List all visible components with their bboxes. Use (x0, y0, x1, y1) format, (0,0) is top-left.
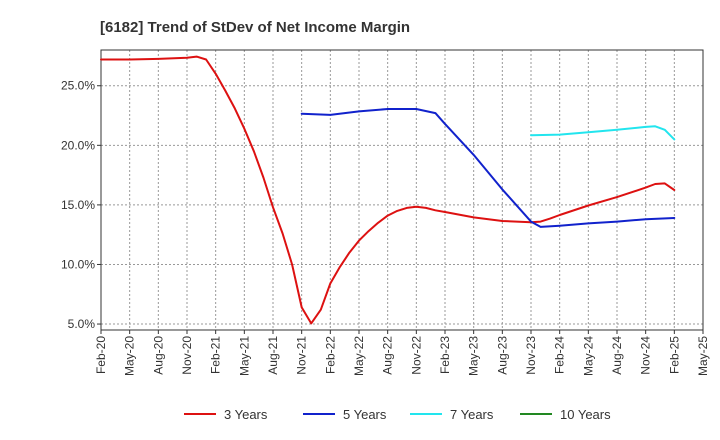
grid (100, 50, 704, 330)
x-tick-label: Nov-24 (639, 336, 653, 375)
series-line-1 (100, 55, 676, 325)
y-tick-label: 15.0% (61, 198, 95, 212)
axes: 5.0% 10.0% 15.0% 20.0% 25.0% Feb-20 May-20 Aug-… (61, 49, 710, 376)
y-tick-label: 5.0% (68, 317, 96, 331)
plot-frame (100, 49, 704, 331)
x-tick-label: Aug-24 (610, 336, 624, 375)
x-tick-label: Nov-20 (180, 336, 194, 375)
x-tick-label: Feb-25 (667, 336, 681, 374)
x-tick-label: May-20 (123, 336, 137, 376)
x-tick-label: Aug-23 (495, 336, 509, 375)
x-tick-label: Nov-22 (409, 336, 423, 375)
chart-title: [6182] Trend of StDev of Net Income Marg… (100, 19, 410, 36)
x-tick-label: Nov-21 (295, 336, 309, 375)
series-line-2 (300, 108, 676, 228)
x-tick-label: May-25 (696, 336, 710, 376)
x-tick-label: Feb-24 (553, 336, 567, 374)
x-tick-label: Aug-21 (266, 336, 280, 375)
legend-label-4: 10 Years (560, 407, 611, 422)
x-tick-label: Feb-21 (209, 336, 223, 374)
y-tick-label: 20.0% (61, 138, 95, 152)
y-tick-label: 10.0% (61, 257, 95, 271)
legend-label-2: 5 Years (343, 407, 387, 422)
x-tick-label: May-24 (581, 336, 595, 376)
series-lines (100, 55, 676, 325)
x-tick-label: Aug-20 (151, 336, 165, 375)
x-tick-label: Aug-22 (381, 336, 395, 375)
x-tick-label: Feb-20 (94, 336, 108, 374)
x-tick-label: Feb-23 (438, 336, 452, 374)
legend-label-1: 3 Years (224, 407, 268, 422)
x-tick-label: Nov-23 (524, 336, 538, 375)
x-tick-label: Feb-22 (323, 336, 337, 374)
x-tick-label: May-23 (467, 336, 481, 376)
y-tick-label: 25.0% (61, 79, 95, 93)
x-tick-label: May-22 (352, 336, 366, 376)
legend: 3 Years 5 Years 7 Years 10 Years (184, 407, 611, 422)
series-line-3 (530, 125, 676, 141)
legend-label-3: 7 Years (450, 407, 494, 422)
x-tick-label: May-21 (237, 336, 251, 376)
